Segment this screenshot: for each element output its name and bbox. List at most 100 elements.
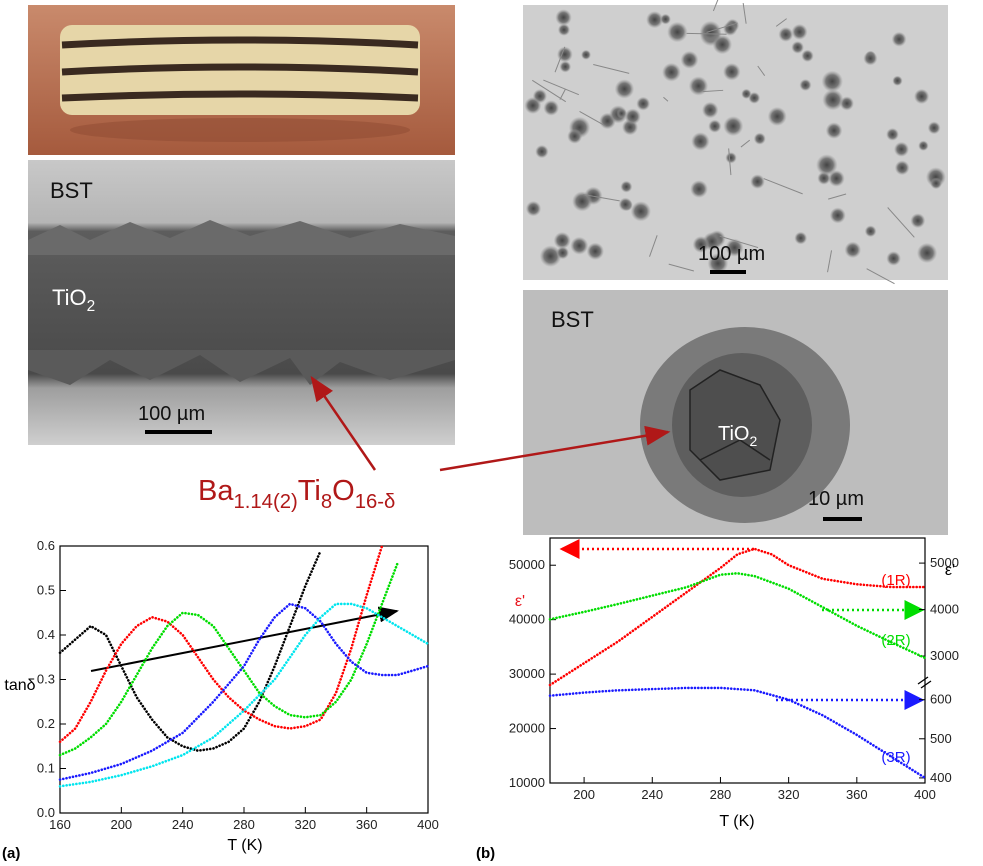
grain (556, 46, 573, 63)
grain (581, 49, 592, 60)
crack (763, 178, 803, 195)
x-tick-label: 400 (417, 817, 439, 832)
crack (887, 207, 915, 238)
grain (553, 231, 571, 250)
y2-tick-label: 400 (930, 770, 952, 785)
trend-arrow (90, 606, 399, 672)
data-line (58, 602, 430, 781)
grain (567, 128, 583, 144)
crack (719, 235, 759, 249)
grain (556, 246, 570, 260)
grain (750, 174, 765, 189)
grain (618, 197, 633, 212)
grain (893, 141, 910, 157)
y-axis-label: tanδ (4, 677, 35, 694)
crack (866, 268, 895, 285)
x-tick-label: 200 (110, 817, 132, 832)
grain (616, 108, 627, 119)
crack (579, 111, 606, 127)
grain (570, 236, 589, 255)
series-label: (3R) (881, 749, 910, 766)
grain (707, 253, 729, 274)
formula-subscript: 2 (749, 433, 757, 449)
crack (728, 148, 732, 176)
crack (559, 89, 566, 100)
y-tick-label: 0.0 (37, 805, 55, 820)
grain (821, 70, 844, 93)
grain (863, 51, 878, 66)
y-tick-label: 0.2 (37, 716, 55, 731)
y-tick-label: 50000 (509, 557, 545, 572)
formula-part: Ti (298, 475, 321, 507)
grain (829, 207, 846, 224)
x-tick-label: 240 (172, 817, 194, 832)
grain (708, 119, 722, 133)
y2-tick-label: 500 (930, 731, 952, 746)
grain (539, 245, 562, 267)
grain (723, 21, 738, 36)
grain (725, 152, 737, 164)
grain (680, 50, 699, 69)
plot-frame (549, 537, 926, 784)
grain (825, 122, 843, 139)
scale-bar-label: 100 µm (698, 243, 765, 265)
grain (688, 76, 709, 96)
bst-label: BST (50, 178, 93, 203)
grain (794, 231, 808, 245)
phase-formula: Ba1.14(2)Ti8O16-δ (198, 475, 395, 513)
grain (662, 62, 681, 82)
formula-part: TiO (52, 285, 87, 310)
grain (864, 225, 877, 238)
data-line (58, 602, 430, 788)
tio2-label: TiO2 (718, 423, 757, 449)
grain (791, 23, 808, 40)
grain (624, 108, 641, 125)
crack (543, 79, 580, 96)
x-tick-label: 160 (49, 817, 71, 832)
plot-frame (59, 545, 429, 814)
y2-tick-label: 4000 (930, 602, 959, 617)
grain (930, 177, 943, 190)
scale-bar-label: 100 µm (138, 403, 205, 425)
grain (722, 63, 741, 81)
crack (827, 250, 833, 273)
y-tick-label: 30000 (509, 666, 545, 681)
x-tick-label: 360 (846, 787, 868, 802)
grain (630, 201, 651, 222)
grain (886, 127, 899, 141)
crack (712, 0, 719, 12)
grain (690, 180, 708, 198)
grain (557, 23, 571, 36)
x-tick-label: 280 (710, 787, 732, 802)
x-axis-label: T (K) (719, 813, 754, 830)
crack (582, 193, 620, 202)
formula-part: O (332, 475, 355, 507)
data-line (58, 544, 384, 744)
grain (572, 191, 593, 212)
grain (646, 11, 664, 29)
x-tick-label: 320 (294, 817, 316, 832)
crack (593, 63, 630, 74)
formula-part: Ba (198, 475, 234, 507)
crack (740, 139, 751, 148)
series-label: (1R) (881, 572, 910, 589)
crack (742, 2, 747, 24)
y-tick-label: 0.6 (37, 538, 55, 553)
crack (649, 235, 658, 257)
data-line (58, 549, 322, 753)
crack (702, 89, 724, 93)
y-tick-label: 10000 (509, 775, 545, 790)
formula-subscript: 16-δ (355, 491, 396, 513)
crack (706, 22, 738, 33)
y-axis-label: ε' (515, 593, 525, 610)
formula-subscript: 8 (321, 491, 332, 513)
grain (525, 200, 542, 217)
grain (543, 100, 560, 116)
y-tick-label: 40000 (509, 612, 545, 627)
grain (913, 88, 930, 105)
formula-subscript: 1.14(2) (233, 491, 297, 513)
grain (524, 97, 542, 115)
x-tick-label: 320 (778, 787, 800, 802)
grain (660, 13, 671, 25)
